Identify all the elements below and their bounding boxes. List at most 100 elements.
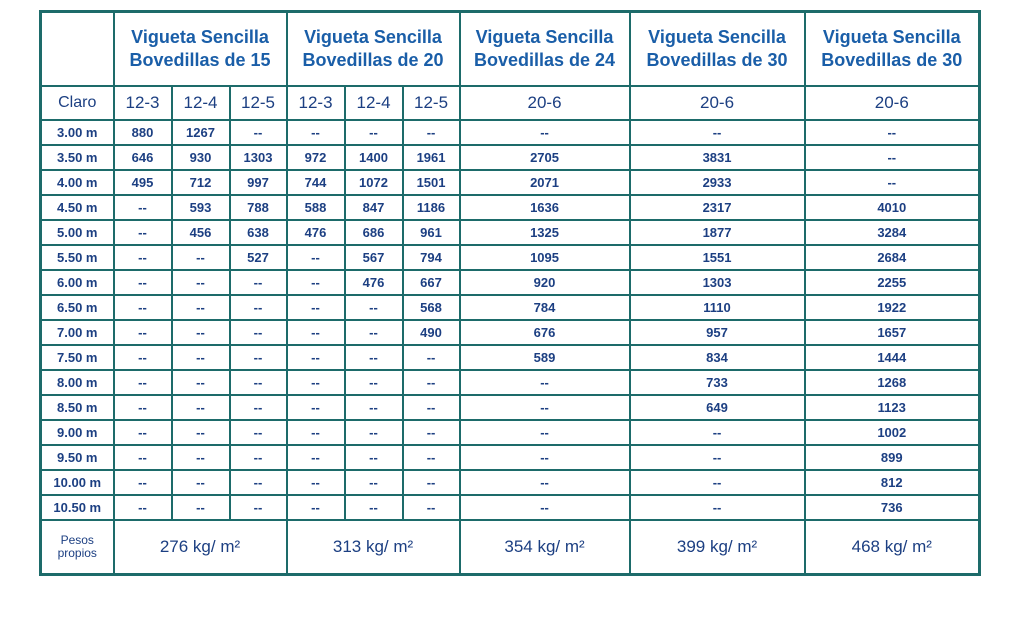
value-cell: -- xyxy=(228,469,288,496)
value-cell: 1400 xyxy=(343,144,404,171)
value-cell: -- xyxy=(170,419,231,446)
value-cell: -- xyxy=(228,269,288,296)
value-cell: -- xyxy=(458,369,631,396)
value-cell: 1444 xyxy=(803,344,981,371)
value-cell: -- xyxy=(343,394,404,421)
value-cell: 1123 xyxy=(803,394,981,421)
value-cell: 588 xyxy=(285,194,346,221)
value-cell: -- xyxy=(628,494,806,521)
value-cell: -- xyxy=(228,369,288,396)
value-cell: 568 xyxy=(401,294,461,321)
table-row: 9.50 m -- -- -- -- -- -- -- -- 899 xyxy=(39,444,981,471)
value-cell: -- xyxy=(401,369,461,396)
value-cell: -- xyxy=(628,119,806,146)
claro-cell: 9.00 m xyxy=(39,419,115,446)
value-cell: 961 xyxy=(401,219,461,246)
value-cell: 733 xyxy=(628,369,806,396)
peso-value: 354 kg/ m² xyxy=(458,519,631,576)
value-cell: -- xyxy=(112,419,173,446)
value-cell: 4010 xyxy=(803,194,981,221)
value-cell: 784 xyxy=(458,294,631,321)
value-cell: 676 xyxy=(458,319,631,346)
value-cell: -- xyxy=(401,494,461,521)
value-cell: -- xyxy=(112,269,173,296)
claro-cell: 6.50 m xyxy=(39,294,115,321)
value-cell: -- xyxy=(803,119,981,146)
value-cell: -- xyxy=(458,444,631,471)
value-cell: 476 xyxy=(343,269,404,296)
value-cell: 2071 xyxy=(458,169,631,196)
value-cell: 930 xyxy=(170,144,231,171)
table-row: 8.50 m -- -- -- -- -- -- -- 649 1123 xyxy=(39,394,981,421)
value-cell: -- xyxy=(285,469,346,496)
value-cell: -- xyxy=(112,444,173,471)
value-cell: -- xyxy=(285,119,346,146)
value-cell: -- xyxy=(285,244,346,271)
value-cell: 476 xyxy=(285,219,346,246)
claro-cell: 7.00 m xyxy=(39,319,115,346)
value-cell: -- xyxy=(401,119,461,146)
value-cell: 880 xyxy=(112,119,173,146)
value-cell: 794 xyxy=(401,244,461,271)
subheader-row: Claro 12-3 12-4 12-5 12-3 12-4 12-5 20-6… xyxy=(39,85,981,121)
sub-header: 12-3 xyxy=(285,85,346,121)
value-cell: 972 xyxy=(285,144,346,171)
claro-cell: 10.00 m xyxy=(39,469,115,496)
sub-header: 20-6 xyxy=(458,85,631,121)
load-table: Vigueta Sencilla Bovedillas de 15 Vigueta… xyxy=(39,10,982,576)
value-cell: -- xyxy=(285,419,346,446)
table-row: 7.00 m -- -- -- -- -- 490 676 957 1657 xyxy=(39,319,981,346)
value-cell: -- xyxy=(170,269,231,296)
value-cell: -- xyxy=(343,319,404,346)
value-cell: -- xyxy=(285,444,346,471)
value-cell: -- xyxy=(112,194,173,221)
claro-cell: 6.00 m xyxy=(39,269,115,296)
value-cell: -- xyxy=(285,319,346,346)
value-cell: 589 xyxy=(458,344,631,371)
group-header: Vigueta Sencilla Bovedillas de 24 xyxy=(458,10,631,87)
table-row: 9.00 m -- -- -- -- -- -- -- -- 1002 xyxy=(39,419,981,446)
value-cell: 788 xyxy=(228,194,288,221)
sub-header: 12-5 xyxy=(228,85,288,121)
sub-header: 12-4 xyxy=(343,85,404,121)
value-cell: -- xyxy=(285,294,346,321)
value-cell: 646 xyxy=(112,144,173,171)
value-cell: 1325 xyxy=(458,219,631,246)
value-cell: -- xyxy=(112,294,173,321)
value-cell: -- xyxy=(285,394,346,421)
value-cell: -- xyxy=(628,419,806,446)
sub-header: 12-3 xyxy=(112,85,173,121)
value-cell: 1877 xyxy=(628,219,806,246)
sub-header: 12-4 xyxy=(170,85,231,121)
value-cell: 638 xyxy=(228,219,288,246)
group-header: Vigueta Sencilla Bovedillas de 30 xyxy=(803,10,981,87)
value-cell: 667 xyxy=(401,269,461,296)
value-cell: -- xyxy=(285,344,346,371)
table-row: 10.00 m -- -- -- -- -- -- -- -- 812 xyxy=(39,469,981,496)
value-cell: 744 xyxy=(285,169,346,196)
value-cell: -- xyxy=(343,369,404,396)
value-cell: -- xyxy=(401,444,461,471)
value-cell: -- xyxy=(628,444,806,471)
value-cell: 1002 xyxy=(803,419,981,446)
sub-header: 20-6 xyxy=(803,85,981,121)
value-cell: -- xyxy=(170,344,231,371)
value-cell: -- xyxy=(343,494,404,521)
table-row: 5.50 m -- -- 527 -- 567 794 1095 1551 2684 xyxy=(39,244,981,271)
value-cell: -- xyxy=(343,119,404,146)
value-cell: -- xyxy=(343,444,404,471)
group-header: Vigueta Sencilla Bovedillas de 20 xyxy=(285,10,461,87)
value-cell: -- xyxy=(112,219,173,246)
value-cell: 2317 xyxy=(628,194,806,221)
value-cell: 1110 xyxy=(628,294,806,321)
value-cell: -- xyxy=(458,419,631,446)
value-cell: -- xyxy=(401,394,461,421)
value-cell: -- xyxy=(285,494,346,521)
value-cell: -- xyxy=(170,444,231,471)
value-cell: -- xyxy=(228,119,288,146)
value-cell: -- xyxy=(458,469,631,496)
value-cell: 834 xyxy=(628,344,806,371)
value-cell: 847 xyxy=(343,194,404,221)
table-row: 6.00 m -- -- -- -- 476 667 920 1303 2255 xyxy=(39,269,981,296)
value-cell: -- xyxy=(170,394,231,421)
